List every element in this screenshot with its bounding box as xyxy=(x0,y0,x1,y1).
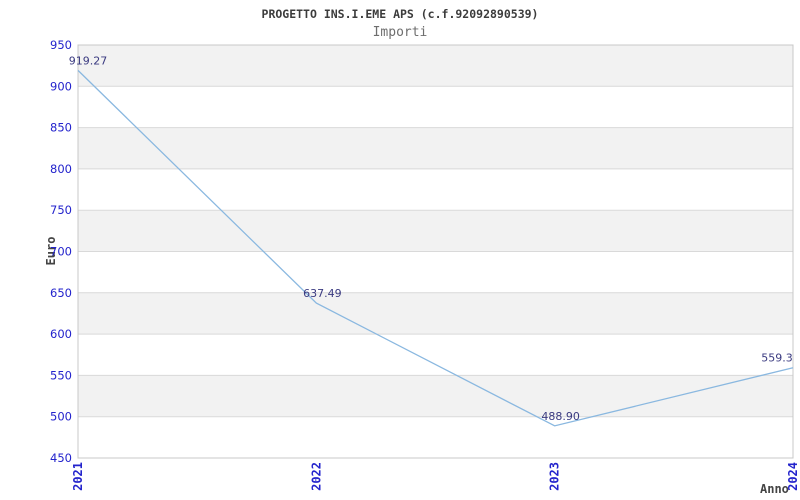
plot-band xyxy=(78,45,793,87)
plot-band xyxy=(78,210,793,252)
plot-band xyxy=(78,292,793,335)
x-tick-label: 2023 xyxy=(548,462,562,491)
plot-band xyxy=(78,416,793,458)
point-label: 488.90 xyxy=(541,410,580,423)
y-tick-label: 500 xyxy=(50,410,72,424)
x-tick-label: 2022 xyxy=(309,462,323,491)
x-tick-label: 2021 xyxy=(71,462,85,491)
chart-subtitle: Importi xyxy=(372,25,428,40)
data-line xyxy=(77,69,794,427)
plot-band xyxy=(78,86,793,128)
y-tick-label: 550 xyxy=(50,368,72,382)
plot-band xyxy=(78,251,793,293)
plot-band xyxy=(78,334,793,376)
x-axis-title: Anno xyxy=(760,482,789,496)
y-tick-label: 450 xyxy=(50,451,72,465)
plot-band xyxy=(78,375,793,417)
point-label: 559.3 xyxy=(761,352,793,365)
y-tick-label: 900 xyxy=(50,79,72,93)
point-label: 919.27 xyxy=(69,54,108,67)
y-tick-label: 800 xyxy=(50,162,72,176)
y-tick-label: 650 xyxy=(50,286,72,300)
y-tick-label: 850 xyxy=(50,121,72,135)
plot-band xyxy=(78,168,793,211)
y-tick-label: 750 xyxy=(50,203,72,217)
chart-title: PROGETTO INS.I.EME APS (c.f.92092890539) xyxy=(261,7,539,21)
plot-frame xyxy=(77,44,794,459)
y-tick-label: 950 xyxy=(50,38,72,52)
plot-band xyxy=(78,127,793,169)
point-label: 637.49 xyxy=(303,287,342,300)
y-tick-label: 600 xyxy=(50,327,72,341)
x-tick-label: 2024 xyxy=(786,462,800,491)
y-tick-label: 700 xyxy=(50,245,72,259)
